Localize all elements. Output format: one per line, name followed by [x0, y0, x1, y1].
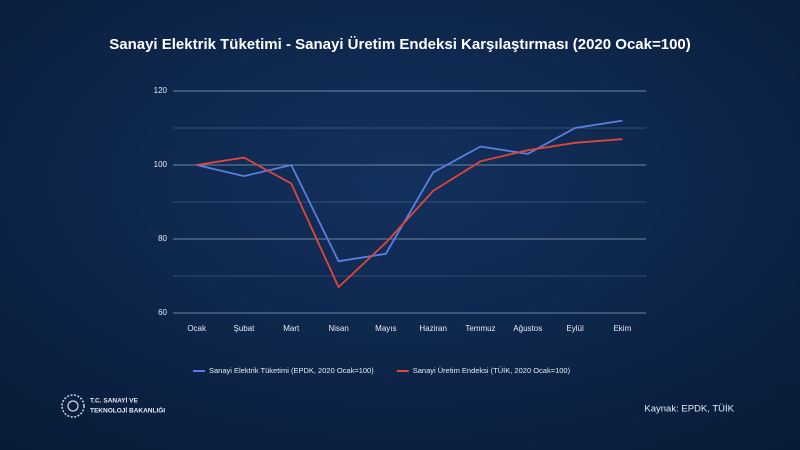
y-tick-label: 120	[154, 86, 168, 95]
x-tick-label: Ocak	[187, 324, 207, 333]
legend-label: Sanayi Üretim Endeksi (TÜİK, 2020 Ocak=1…	[413, 366, 571, 375]
x-tick-label: Temmuz	[465, 324, 495, 333]
x-tick-label: Eylül	[566, 324, 584, 333]
legend-label: Sanayi Elektrik Tüketimi (EPDK, 2020 Oca…	[209, 366, 374, 375]
logo: T.C. SANAYİ VE TEKNOLOJİ BAKANLIĞI	[61, 394, 165, 418]
x-tick-label: Mart	[283, 324, 300, 333]
x-tick-label: Ekim	[613, 324, 631, 333]
logo-text: T.C. SANAYİ VE	[90, 397, 138, 405]
x-tick-label: Ağustos	[513, 324, 542, 333]
x-tick-label: Mayıs	[375, 324, 396, 333]
x-tick-label: Nisan	[328, 324, 348, 333]
series-line	[196, 138, 623, 289]
source: Kaynak: EPDK, TÜİK	[644, 404, 734, 415]
logo-text: TEKNOLOJİ BAKANLIĞI	[90, 406, 165, 415]
y-tick-label: 60	[158, 308, 167, 317]
x-tick-label: Şubat	[233, 324, 255, 333]
y-tick-label: 100	[154, 160, 168, 169]
x-tick-label: Haziran	[419, 324, 447, 333]
logo-icon-inner	[67, 400, 79, 412]
logo-icon	[61, 394, 85, 418]
chart-title: Sanayi Elektrik Tüketimi - Sanayi Üretim…	[109, 36, 691, 53]
y-tick-label: 80	[158, 234, 167, 243]
